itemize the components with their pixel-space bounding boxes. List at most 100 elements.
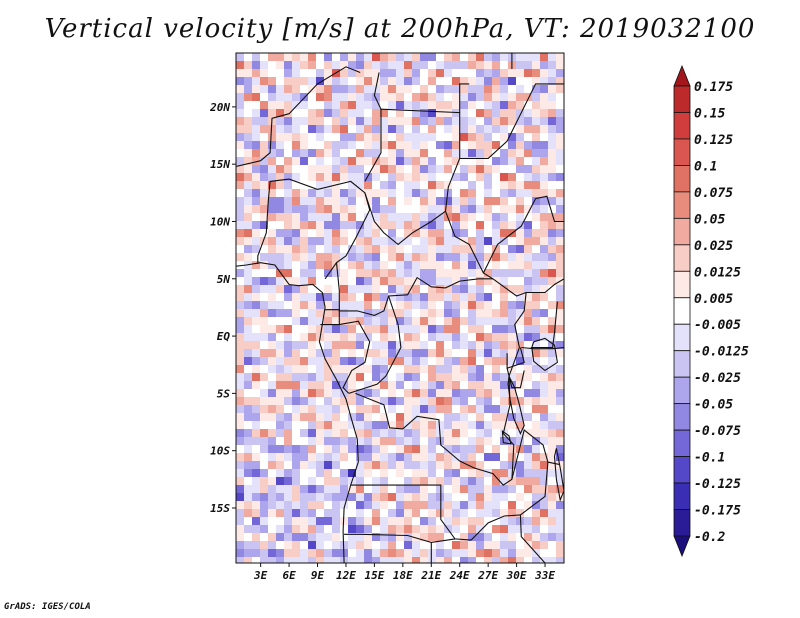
field-cell bbox=[260, 173, 269, 182]
field-cell bbox=[308, 349, 317, 358]
field-cell bbox=[436, 69, 445, 78]
field-cell bbox=[548, 301, 557, 310]
field-cell bbox=[332, 453, 341, 462]
field-cell bbox=[396, 405, 405, 414]
field-cell bbox=[508, 421, 517, 430]
field-cell bbox=[516, 501, 525, 510]
field-cell bbox=[492, 133, 501, 142]
field-cell bbox=[292, 317, 301, 326]
field-cell bbox=[340, 453, 349, 462]
field-cell bbox=[428, 549, 437, 558]
field-cell bbox=[268, 277, 277, 286]
field-cell bbox=[340, 309, 349, 318]
field-cell bbox=[444, 197, 453, 206]
field-cell bbox=[252, 469, 261, 478]
field-cell bbox=[476, 77, 485, 86]
field-cell bbox=[236, 93, 245, 102]
field-cell bbox=[308, 429, 317, 438]
field-cell bbox=[300, 53, 309, 62]
field-cell bbox=[324, 517, 333, 526]
field-cell bbox=[332, 461, 341, 470]
field-cell bbox=[548, 253, 557, 262]
field-cell bbox=[468, 69, 477, 78]
field-cell bbox=[244, 317, 253, 326]
field-cell bbox=[404, 357, 413, 366]
field-cell bbox=[492, 381, 501, 390]
field-cell bbox=[340, 261, 349, 270]
field-cell bbox=[396, 245, 405, 254]
field-cell bbox=[252, 493, 261, 502]
field-cell bbox=[500, 461, 509, 470]
field-cell bbox=[548, 509, 557, 518]
field-cell bbox=[268, 93, 277, 102]
field-cell bbox=[412, 277, 421, 286]
field-cell bbox=[356, 533, 365, 542]
field-cell bbox=[540, 525, 549, 534]
field-cell bbox=[364, 205, 373, 214]
field-cell bbox=[364, 461, 373, 470]
field-cell bbox=[348, 101, 357, 110]
field-cell bbox=[324, 69, 333, 78]
field-cell bbox=[316, 509, 325, 518]
field-cell bbox=[292, 381, 301, 390]
field-cell bbox=[516, 541, 525, 550]
field-cell bbox=[420, 261, 429, 270]
field-cell bbox=[284, 461, 293, 470]
lat-label: 15N bbox=[210, 158, 230, 171]
field-cell bbox=[284, 309, 293, 318]
field-cell bbox=[428, 397, 437, 406]
field-cell bbox=[468, 205, 477, 214]
field-cell bbox=[260, 309, 269, 318]
field-cell bbox=[484, 509, 493, 518]
field-cell bbox=[428, 301, 437, 310]
field-cell bbox=[388, 437, 397, 446]
field-cell bbox=[292, 173, 301, 182]
field-cell bbox=[420, 549, 429, 558]
field-cell bbox=[348, 157, 357, 166]
field-cell bbox=[276, 309, 285, 318]
field-cell bbox=[252, 357, 261, 366]
field-cell bbox=[444, 341, 453, 350]
field-cell bbox=[332, 229, 341, 238]
field-cell bbox=[548, 349, 557, 358]
field-cell bbox=[244, 341, 253, 350]
field-cell bbox=[492, 245, 501, 254]
field-cell bbox=[348, 397, 357, 406]
field-cell bbox=[300, 61, 309, 70]
field-cell bbox=[348, 437, 357, 446]
field-cell bbox=[524, 397, 533, 406]
field-cell bbox=[300, 373, 309, 382]
field-cell bbox=[244, 69, 253, 78]
field-cell bbox=[428, 133, 437, 142]
field-cell bbox=[468, 133, 477, 142]
field-cell bbox=[268, 325, 277, 334]
field-cell bbox=[500, 165, 509, 174]
field-cell bbox=[412, 485, 421, 494]
colorbar-swatch bbox=[673, 85, 691, 113]
field-cell bbox=[364, 509, 373, 518]
field-cell bbox=[308, 261, 317, 270]
field-cell bbox=[532, 445, 541, 454]
field-cell bbox=[348, 501, 357, 510]
field-cell bbox=[476, 69, 485, 78]
field-cell bbox=[356, 213, 365, 222]
field-cell bbox=[268, 437, 277, 446]
field-cell bbox=[476, 293, 485, 302]
field-cell bbox=[308, 125, 317, 134]
field-cell bbox=[268, 349, 277, 358]
field-cell bbox=[268, 301, 277, 310]
field-cell bbox=[500, 125, 509, 134]
field-cell bbox=[524, 109, 533, 118]
field-cell bbox=[316, 533, 325, 542]
field-cell bbox=[516, 477, 525, 486]
field-cell bbox=[516, 133, 525, 142]
field-cell bbox=[292, 109, 301, 118]
field-cell bbox=[268, 109, 277, 118]
field-cell bbox=[276, 333, 285, 342]
field-cell bbox=[252, 301, 261, 310]
field-cell bbox=[404, 445, 413, 454]
field-cell bbox=[420, 317, 429, 326]
field-cell bbox=[436, 85, 445, 94]
field-cell bbox=[516, 141, 525, 150]
field-cell bbox=[324, 285, 333, 294]
